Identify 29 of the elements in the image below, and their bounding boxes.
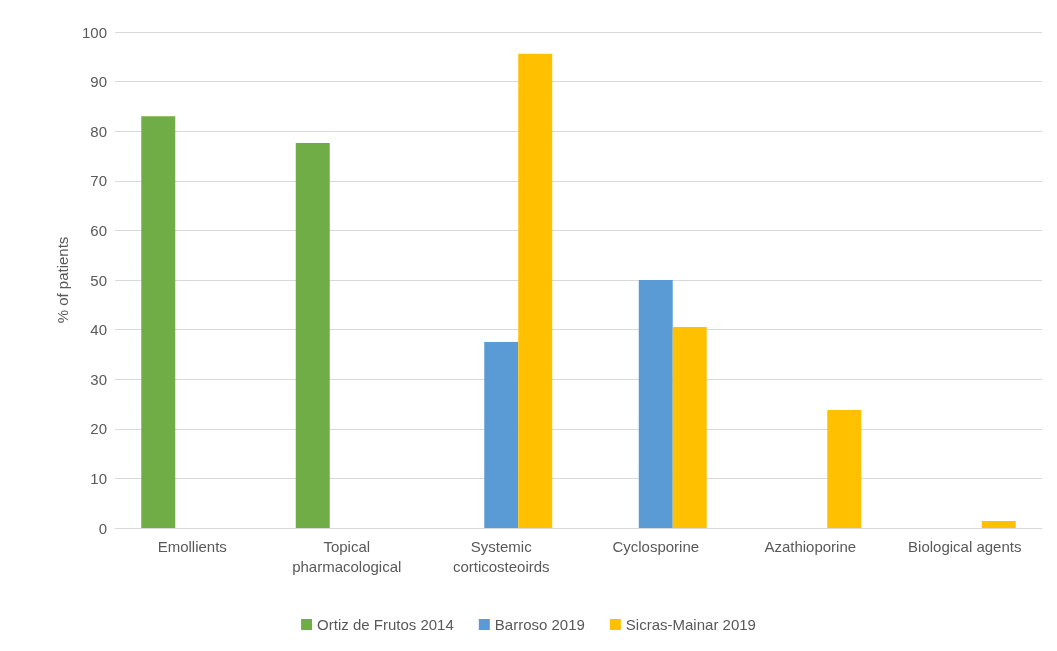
bar bbox=[141, 116, 176, 528]
legend-label: Sicras-Mainar 2019 bbox=[625, 616, 756, 633]
bar bbox=[484, 342, 519, 528]
x-tick-label: Azathioporine bbox=[764, 537, 857, 555]
bar bbox=[638, 280, 673, 528]
y-tick-label: 90 bbox=[90, 73, 107, 91]
y-tick-label: 60 bbox=[90, 221, 107, 239]
x-tick-label: Topical pharmacological bbox=[292, 537, 402, 575]
x-tick-label: Biological agents bbox=[908, 537, 1022, 555]
y-tick-label: 100 bbox=[81, 23, 107, 41]
bar bbox=[827, 409, 862, 528]
y-tick-label: 0 bbox=[98, 519, 107, 537]
y-tick-label: 10 bbox=[90, 469, 107, 487]
y-tick-label: 50 bbox=[90, 271, 107, 289]
y-tick-label: 20 bbox=[90, 420, 107, 438]
legend-label: Barroso 2019 bbox=[494, 616, 585, 633]
x-tick-label: Cyclosporine bbox=[612, 537, 700, 555]
x-tick-label: Emollients bbox=[157, 537, 227, 555]
x-tick-label: Systemic corticosteoirds bbox=[452, 537, 550, 575]
bar bbox=[295, 143, 330, 528]
y-tick-label: 30 bbox=[90, 370, 107, 388]
y-tick-label: 80 bbox=[90, 122, 107, 140]
legend-label: Ortiz de Frutos 2014 bbox=[317, 616, 454, 633]
bar bbox=[672, 327, 707, 528]
bar bbox=[518, 53, 553, 528]
y-axis-title: % of patients bbox=[54, 236, 71, 324]
bar bbox=[981, 521, 1016, 528]
y-tick-label: 70 bbox=[90, 172, 107, 190]
y-tick-label: 40 bbox=[90, 321, 107, 339]
